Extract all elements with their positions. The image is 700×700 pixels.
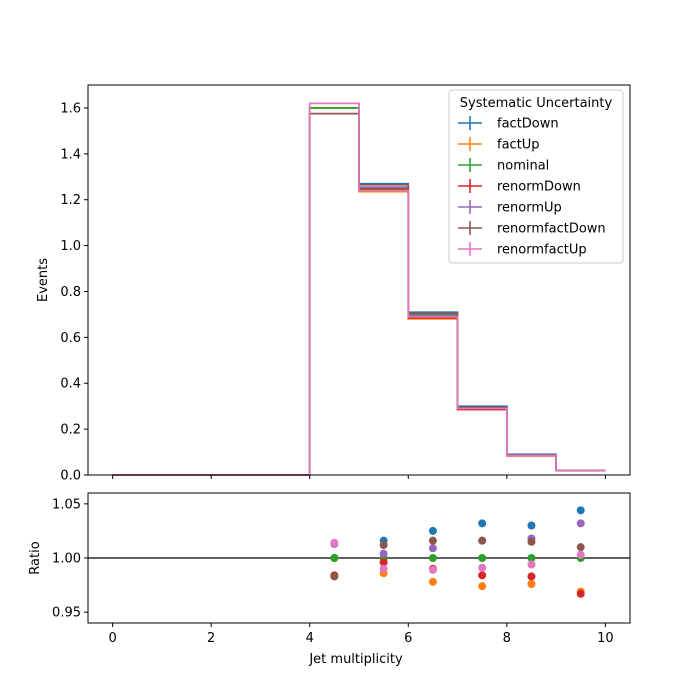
ratio-point-nominal [428, 554, 437, 562]
top-y-tick-label: 0.6 [60, 331, 81, 346]
ratio-series-renormfactUp [330, 538, 585, 574]
ratio-points-group [330, 506, 585, 598]
events-histogram-panel: 0.0 0.2 0.4 0.6 0.8 1.0 1.2 1.4 1.6 Events Systema… [36, 84, 631, 484]
ratio-point-factDown [527, 521, 536, 530]
top-y-tick-label: 1.6 [60, 101, 81, 116]
ratio-point-factDown [478, 519, 487, 528]
ratio-point-factDown [576, 506, 585, 515]
bottom-x-tick-label: 4 [306, 631, 314, 646]
legend-label: renormUp [497, 201, 562, 216]
top-y-tick-label: 1.0 [60, 239, 81, 254]
top-y-tick-label: 0.8 [60, 285, 81, 300]
bottom-y-tick-label: 1.05 [52, 497, 81, 512]
ratio-point-renormfactDown [428, 536, 437, 545]
ratio-point-renormUp [428, 544, 437, 553]
ratio-point-renormUp [379, 549, 388, 558]
ratio-point-nominal [330, 554, 339, 562]
legend-label: factDown [497, 117, 559, 132]
legend-item-factDown: factDown [458, 116, 559, 132]
ratio-panel: 0 2 4 6 8 10 0.95 1.00 1.05 Jet multiplicity Ratio [28, 492, 631, 667]
top-y-tick-label: 0.4 [60, 377, 81, 392]
top-y-tick-label: 0.2 [60, 423, 81, 438]
bottom-x-axis-label: Jet multiplicity [308, 652, 403, 667]
legend-item-renormUp: renormUp [458, 200, 562, 216]
ratio-point-factUp [428, 577, 437, 586]
ratio-point-renormfactUp [576, 550, 585, 559]
bottom-x-tick-label: 0 [108, 631, 116, 646]
bottom-y-tick-label: 1.00 [52, 552, 81, 567]
ratio-point-renormDown [576, 589, 585, 598]
top-y-tick-label: 0.0 [60, 469, 81, 484]
bottom-x-tick-label: 10 [597, 631, 614, 646]
ratio-point-nominal [527, 554, 536, 562]
top-axes-frame [87, 84, 631, 476]
ratio-point-renormfactUp [478, 563, 487, 572]
legend-label: renormfactDown [497, 222, 606, 237]
top-y-tick-label: 1.2 [60, 193, 81, 208]
ratio-point-renormfactDown [379, 541, 388, 549]
bottom-x-tick-label: 8 [503, 631, 511, 646]
legend-label: nominal [497, 159, 549, 174]
bottom-y-axis-label: Ratio [28, 541, 43, 574]
legend-label: renormDown [497, 180, 581, 195]
legend-label: factUp [497, 138, 540, 153]
legend: Systematic Uncertainty factDown factUp nomi… [448, 89, 624, 264]
ratio-point-renormfactDown [478, 536, 487, 545]
ratio-point-renormUp [576, 519, 585, 528]
bottom-y-tick-label: 0.95 [52, 606, 81, 621]
legend-label: renormfactUp [497, 243, 587, 258]
bottom-x-tick-label: 2 [207, 631, 215, 646]
bottom-x-tick-label: 6 [404, 631, 412, 646]
ratio-point-renormfactDown [527, 537, 536, 546]
legend-item-renormfactUp: renormfactUp [458, 242, 587, 258]
legend-item-factUp: factUp [458, 137, 540, 153]
ratio-point-renormfactUp [379, 564, 388, 573]
ratio-series-renormfactDown [330, 536, 585, 581]
ratio-point-renormfactUp [330, 538, 339, 547]
ratio-point-factUp [478, 582, 487, 591]
legend-item-renormDown: renormDown [458, 179, 581, 195]
legend-item-nominal: nominal [458, 158, 549, 174]
ratio-point-nominal [478, 554, 487, 562]
ratio-point-renormfactDown [330, 572, 339, 581]
top-y-tick-label: 1.4 [60, 147, 81, 162]
ratio-point-renormDown [478, 571, 487, 580]
ratio-point-factUp [527, 580, 536, 588]
ratio-point-renormfactDown [576, 543, 585, 552]
legend-frame [448, 89, 624, 264]
ratio-point-renormfactUp [527, 560, 536, 569]
ratio-point-factDown [428, 526, 437, 535]
legend-item-renormfactDown: renormfactDown [458, 221, 606, 237]
ratio-point-renormDown [379, 558, 388, 567]
top-y-axis-label: Events [36, 258, 51, 302]
ratio-point-renormDown [527, 572, 536, 581]
ratio-point-renormfactUp [428, 565, 437, 574]
legend-title: Systematic Uncertainty [460, 96, 613, 111]
